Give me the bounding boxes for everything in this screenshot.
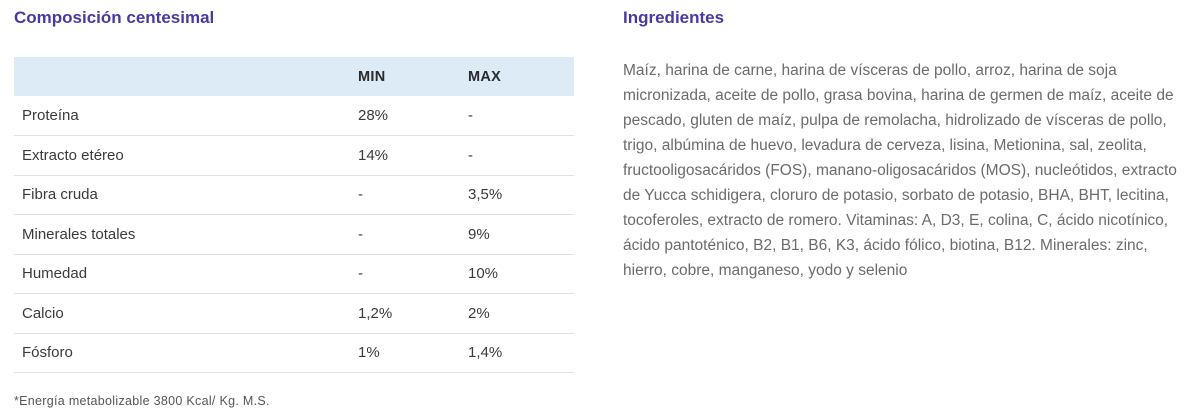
max-value: 10% xyxy=(468,265,499,283)
nutrient-name: Humedad xyxy=(22,265,88,283)
min-value: - xyxy=(358,186,363,204)
table-row: Extracto etéreo 14% - xyxy=(14,136,574,175)
max-value: 9% xyxy=(468,225,490,243)
max-value: - xyxy=(468,146,473,164)
max-value: 3,5% xyxy=(468,186,503,204)
ingredients-title: Ingredientes xyxy=(623,8,725,27)
max-value: - xyxy=(468,107,473,124)
max-value: 2% xyxy=(468,304,490,322)
header-max: MAX xyxy=(468,68,502,85)
table-row: Humedad - 10% xyxy=(14,254,574,294)
max-value: 1,4% xyxy=(468,344,503,362)
ingredients-text: Maíz, harina de carne, harina de víscera… xyxy=(623,62,1177,279)
min-value: 1% xyxy=(358,344,380,362)
min-value: 1,2% xyxy=(358,304,393,322)
header-nutrient xyxy=(14,57,357,96)
table-row: Fósforo 1% 1,4% xyxy=(14,333,574,373)
table-header-row: MIN MAX xyxy=(14,57,574,96)
nutrient-name: Fósforo xyxy=(22,344,73,362)
min-value: 28% xyxy=(358,107,389,124)
table-row: Minerales totales - 9% xyxy=(14,215,574,254)
min-value: - xyxy=(358,225,363,243)
nutrient-name: Extracto etéreo xyxy=(22,146,124,164)
header-min: MIN xyxy=(358,68,386,85)
composition-title: Composición centesimal xyxy=(14,8,215,27)
min-value: - xyxy=(358,265,363,283)
min-value: 14% xyxy=(358,146,389,164)
nutrient-name: Fibra cruda xyxy=(22,186,98,204)
composition-table: MIN MAX Proteína 28% - Extracto etéreo 1… xyxy=(14,57,574,373)
table-row: Fibra cruda - 3,5% xyxy=(14,175,574,215)
table-row: Calcio 1,2% 2% xyxy=(14,294,574,333)
energy-footnote: *Energía metabolizable 3800 Kcal/ Kg. M.… xyxy=(14,394,270,408)
nutrient-name: Minerales totales xyxy=(22,225,136,243)
nutrient-name: Proteína xyxy=(22,107,79,124)
table-row: Proteína 28% - xyxy=(14,96,574,136)
nutrient-name: Calcio xyxy=(22,304,64,322)
